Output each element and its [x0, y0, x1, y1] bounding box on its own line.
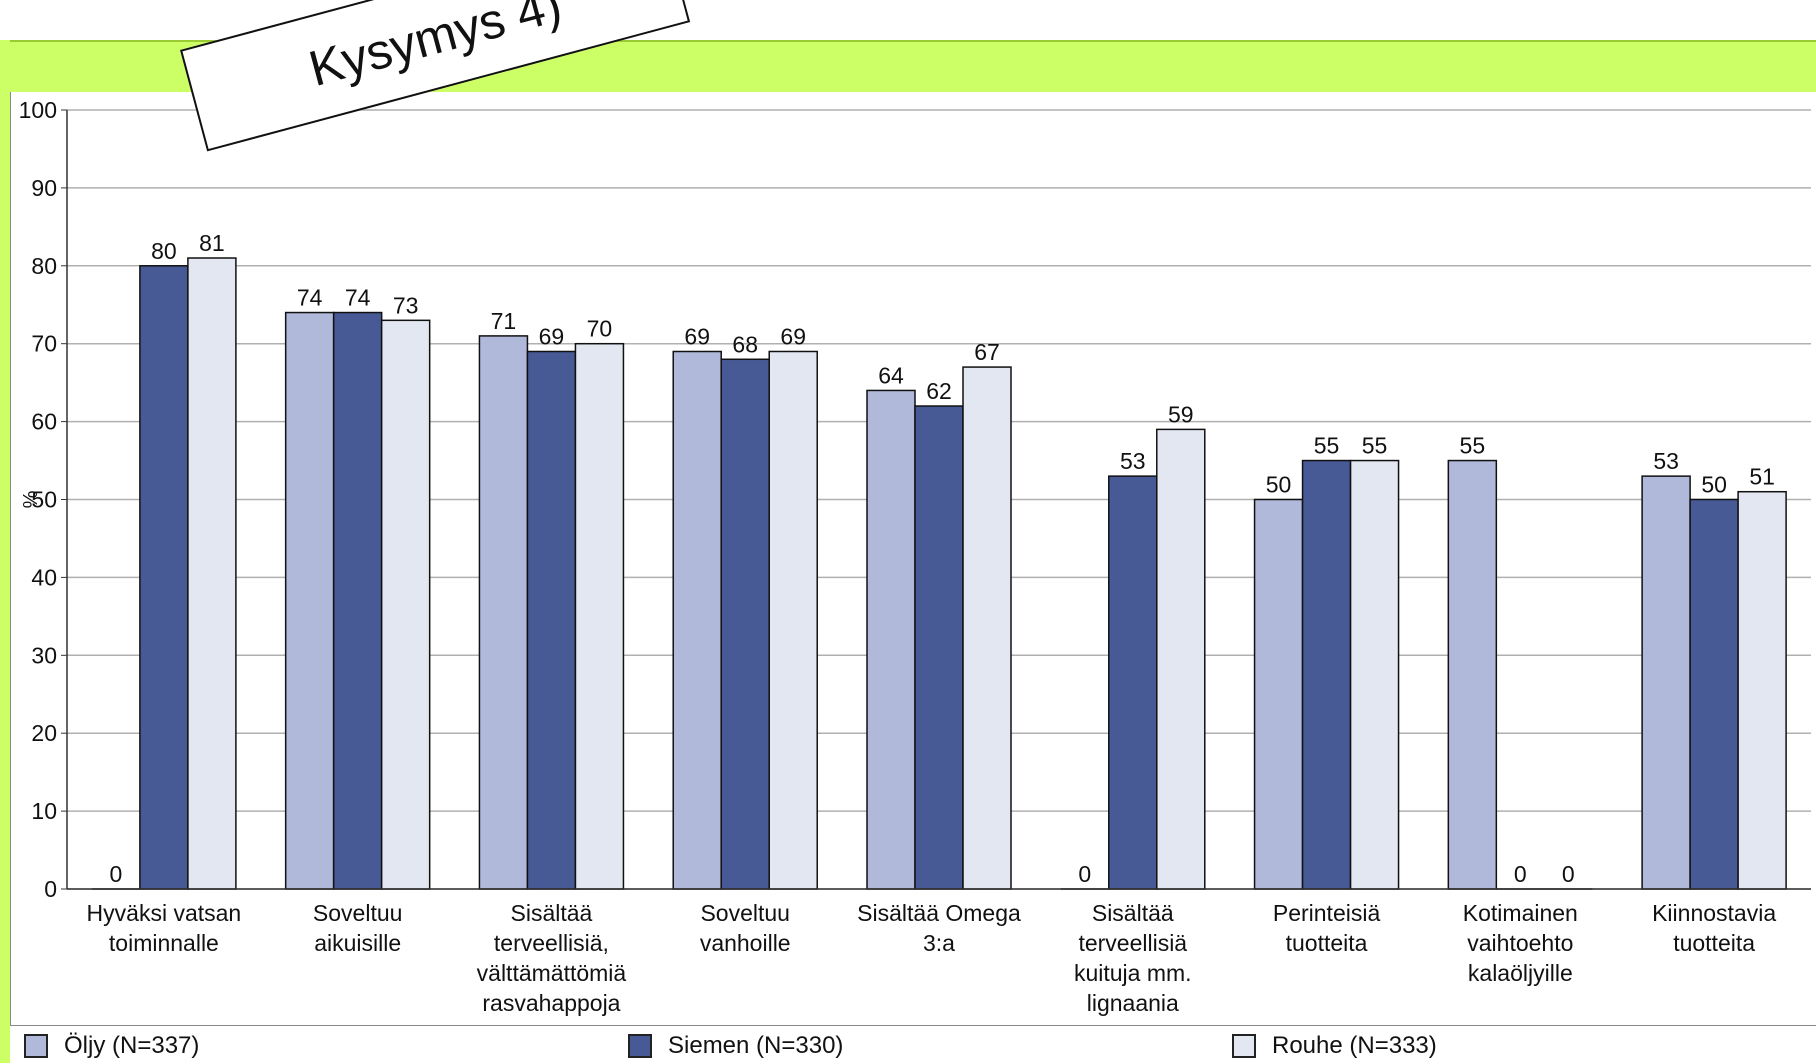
data-label: 71	[491, 308, 517, 334]
data-label: 64	[878, 362, 904, 388]
legend-label-siemen: Siemen (N=330)	[668, 1032, 844, 1059]
bar	[139, 265, 189, 890]
bar-chart: 0 10 20 30 40 50 60 70 80 90 100% 0 80 81 Hyväksi vats…	[19, 97, 1811, 1016]
data-label: 69	[684, 323, 710, 349]
y-tick-label: 80	[31, 253, 57, 279]
y-tick-label: 100	[19, 97, 57, 123]
chart-legend: Öljy (N=337) Siemen (N=330) Rouhe (N=333…	[10, 1025, 1816, 1064]
data-label: 69	[780, 323, 806, 349]
data-label: 74	[345, 285, 371, 311]
bar	[914, 405, 964, 890]
bar	[332, 311, 383, 890]
bar	[574, 342, 625, 890]
bar	[866, 389, 916, 890]
legend-swatch-oljy	[24, 1034, 48, 1058]
data-label: 70	[587, 316, 613, 342]
bar	[1253, 498, 1304, 890]
data-label: 68	[732, 331, 758, 357]
x-category-label: Sisältää Omega 3:a	[857, 900, 1021, 956]
legend-swatch-rouhe	[1232, 1034, 1256, 1058]
left-accent-strip	[0, 40, 10, 1063]
bar	[1156, 428, 1206, 890]
data-label: 55	[1314, 433, 1340, 459]
data-label: 81	[199, 230, 225, 256]
data-label: 0	[1514, 861, 1527, 887]
bar	[1301, 459, 1352, 890]
x-category-label: Sisältää terveellisiä kuituja mm. lignaania	[1074, 900, 1192, 1016]
y-axis-title: %	[20, 490, 42, 508]
bar	[962, 366, 1012, 890]
data-label: 69	[539, 323, 565, 349]
y-tick-label: 60	[31, 409, 57, 435]
x-category-label: Kotimainen vaihtoehto kalaöljyille	[1463, 900, 1578, 986]
data-label: 55	[1362, 433, 1388, 459]
bar	[284, 311, 335, 890]
x-category-label: Soveltuu aikuisille	[313, 900, 403, 956]
bar	[1641, 475, 1691, 890]
data-label: 59	[1168, 401, 1194, 427]
y-tick-label: 50	[31, 487, 57, 513]
bar	[526, 350, 577, 890]
bar	[1108, 475, 1158, 890]
bar	[1447, 459, 1498, 890]
y-tick-label: 20	[31, 720, 57, 746]
x-category-label: Sisältää terveellisiä, välttämättömiä rasva…	[477, 900, 627, 1016]
chart-panel: 0 10 20 30 40 50 60 70 80 90 100% 0 80 81 Hyväksi vats…	[10, 92, 1816, 1063]
legend-swatch-siemen	[628, 1034, 652, 1058]
y-tick-label: 0	[44, 876, 57, 902]
data-label: 0	[1078, 861, 1091, 887]
data-label: 0	[109, 861, 122, 887]
bar	[1689, 498, 1739, 890]
x-category-label: Hyväksi vatsan toiminnalle	[87, 900, 242, 956]
data-label: 0	[1562, 861, 1575, 887]
bar	[1737, 490, 1787, 890]
data-label: 50	[1701, 472, 1727, 498]
bar	[672, 350, 722, 890]
bar	[768, 350, 818, 890]
data-label: 53	[1653, 448, 1679, 474]
legend-label-rouhe: Rouhe (N=333)	[1272, 1032, 1437, 1059]
x-category-label: Kiinnostavia tuotteita	[1652, 900, 1776, 956]
data-label: 67	[974, 339, 1000, 365]
data-label: 55	[1460, 433, 1486, 459]
bar	[720, 358, 770, 890]
bar	[478, 335, 529, 890]
y-tick-label: 10	[31, 798, 57, 824]
y-tick-label: 30	[31, 642, 57, 668]
legend-item-oljy: Öljy (N=337)	[24, 1032, 199, 1060]
data-label: 74	[297, 285, 323, 311]
x-category-label: Perinteisiä tuotteita	[1273, 900, 1381, 956]
y-tick-label: 70	[31, 331, 57, 357]
data-label: 53	[1120, 448, 1146, 474]
y-tick-label: 40	[31, 564, 57, 590]
data-label: 62	[926, 378, 952, 404]
data-label: 80	[151, 238, 177, 264]
data-label: 73	[393, 292, 419, 318]
data-label: 51	[1749, 464, 1775, 490]
bar	[380, 319, 431, 890]
legend-label-oljy: Öljy (N=337)	[64, 1032, 200, 1059]
data-label: 50	[1266, 472, 1292, 498]
x-category-label: Soveltuu vanhoille	[700, 900, 791, 956]
bar	[187, 257, 237, 890]
bar	[1349, 459, 1400, 890]
y-tick-label: 90	[31, 175, 57, 201]
legend-item-siemen: Siemen (N=330)	[628, 1032, 843, 1060]
legend-item-rouhe: Rouhe (N=333)	[1232, 1032, 1437, 1060]
